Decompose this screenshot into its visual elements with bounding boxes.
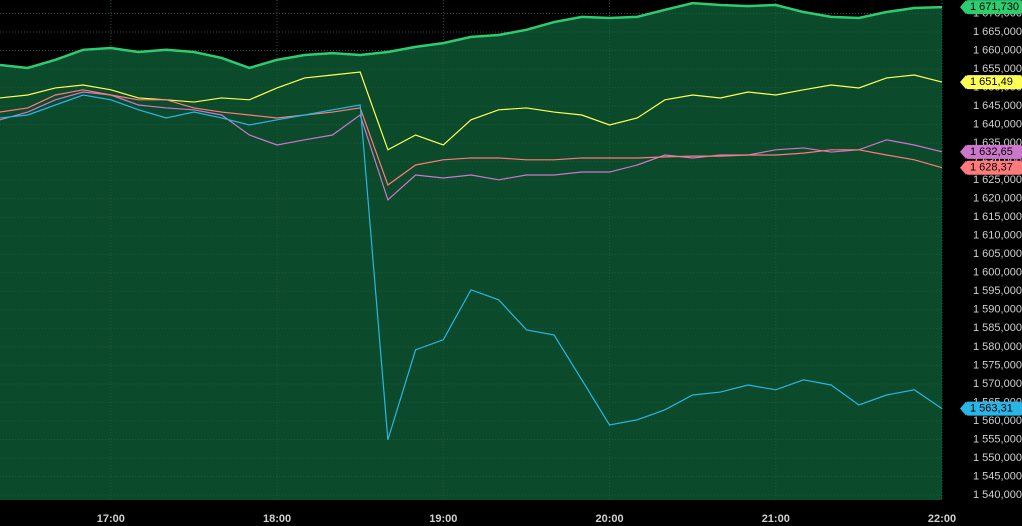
x-tick-label: 22:00 [928,513,956,525]
x-tick-label: 20:00 [595,513,623,525]
y-tick-label: 1 615,000 [973,211,1022,223]
value-label-box [966,160,1022,175]
value-label-pointer [960,75,966,90]
series-line [0,89,943,186]
y-tick-label: 1 570,000 [973,378,1022,390]
y-tick-label: 1 620,000 [973,193,1022,205]
x-tick-label: 18:00 [263,513,291,525]
value-label: 1 563,31 [970,403,1013,415]
value-label-pointer [960,160,966,175]
x-tick-label: 17:00 [97,513,125,525]
x-tick-label: 19:00 [429,513,457,525]
value-label: 1 651,49 [970,76,1013,88]
y-tick-label: 1 660,000 [973,44,1022,56]
y-tick-label: 1 540,000 [973,489,1022,501]
area [0,3,942,500]
value-label-box [966,0,1022,15]
series-line [0,94,943,440]
y-tick-label: 1 665,000 [973,26,1022,38]
y-tick-label: 1 605,000 [973,248,1022,260]
value-label-box [966,75,1022,90]
y-tick-label: 1 590,000 [973,304,1022,316]
y-tick-label: 1 600,000 [973,267,1022,279]
x-tick-label: 21:00 [762,513,790,525]
y-tick-label: 1 555,000 [973,433,1022,445]
value-label: 1 671,730 [970,1,1019,13]
value-label: 1 632,65 [970,146,1013,158]
y-tick-label: 1 575,000 [973,359,1022,371]
series-line [0,71,943,151]
y-tick-label: 1 595,000 [973,285,1022,297]
y-tick-label: 1 550,000 [973,452,1022,464]
series-line [0,91,943,201]
y-tick-label: 1 640,000 [973,119,1022,131]
value-label: 1 628,37 [970,162,1013,174]
y-tick-label: 1 610,000 [973,230,1022,242]
value-label-pointer [960,401,966,416]
y-tick-label: 1 625,000 [973,174,1022,186]
value-label-box [966,401,1022,416]
y-tick-label: 1 585,000 [973,322,1022,334]
series-line [0,1,943,70]
y-tick-label: 1 560,000 [973,415,1022,427]
y-tick-label: 1 645,000 [973,100,1022,112]
value-label-pointer [960,0,966,15]
y-tick-label: 1 580,000 [973,341,1022,353]
y-tick-label: 1 545,000 [973,470,1022,482]
y-tick-label: 1 655,000 [973,63,1022,75]
value-label-box [966,144,1022,159]
value-label-pointer [960,144,966,159]
